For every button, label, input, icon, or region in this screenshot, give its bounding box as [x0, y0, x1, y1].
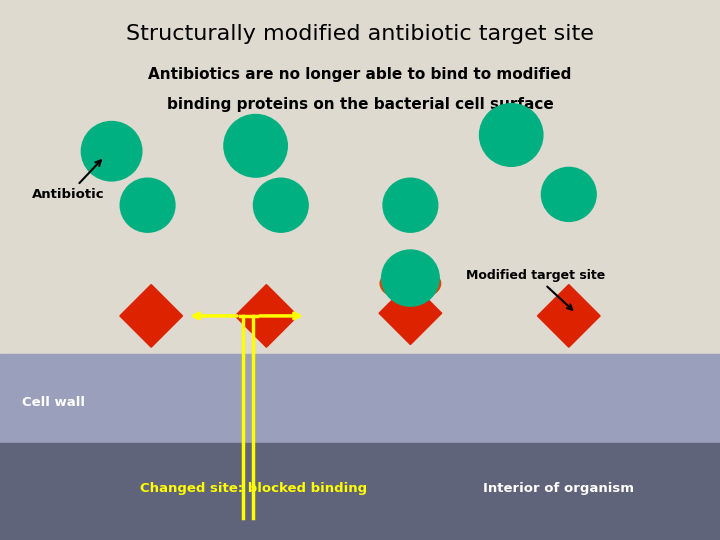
Text: Modified target site: Modified target site	[466, 269, 605, 310]
Bar	[0, 354, 720, 443]
Ellipse shape	[120, 178, 175, 232]
Ellipse shape	[480, 104, 543, 166]
Ellipse shape	[253, 178, 308, 232]
Text: Structurally modified antibiotic target site: Structurally modified antibiotic target …	[126, 24, 594, 44]
Ellipse shape	[380, 267, 441, 300]
Polygon shape	[120, 285, 183, 347]
Ellipse shape	[383, 178, 438, 232]
Text: binding proteins on the bacterial cell surface: binding proteins on the bacterial cell s…	[166, 97, 554, 112]
Polygon shape	[537, 285, 600, 347]
Bar	[0, 0, 720, 354]
Polygon shape	[235, 285, 298, 347]
Text: Cell wall: Cell wall	[22, 396, 85, 409]
Polygon shape	[379, 282, 441, 345]
Ellipse shape	[81, 122, 142, 181]
Ellipse shape	[224, 114, 287, 177]
Text: Interior of organism: Interior of organism	[482, 482, 634, 495]
Ellipse shape	[541, 167, 596, 221]
Ellipse shape	[382, 250, 439, 306]
Text: Antibiotics are no longer able to bind to modified: Antibiotics are no longer able to bind t…	[148, 68, 572, 83]
Text: Antibiotic: Antibiotic	[32, 160, 105, 201]
Bar	[0, 443, 720, 540]
Text: Changed site: blocked binding: Changed site: blocked binding	[140, 482, 367, 495]
